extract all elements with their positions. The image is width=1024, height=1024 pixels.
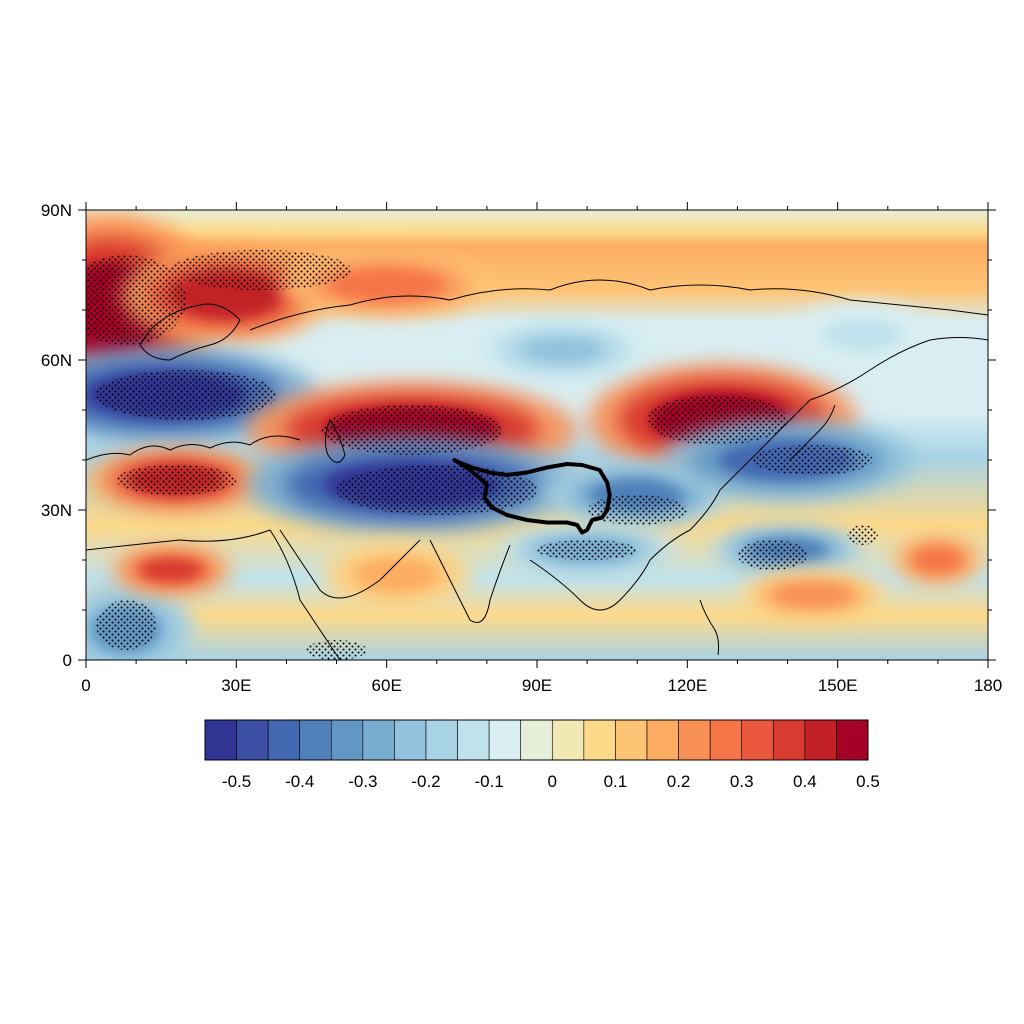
latitude-axis: 0 30N 60N 90N [41, 201, 996, 670]
colorbar-label: 0 [548, 772, 557, 791]
anomaly-blob-15 [111, 546, 232, 594]
colorbar-swatch [836, 719, 869, 761]
anomaly-blob-17 [892, 536, 983, 584]
colorbar-label: 0.1 [604, 772, 628, 791]
anomaly-blob-12 [486, 326, 638, 374]
anomaly-core [521, 338, 603, 362]
colorbar-swatch [236, 719, 269, 761]
anomaly-core [772, 583, 853, 607]
anomaly-core [822, 319, 903, 351]
colorbar-swatch [709, 719, 743, 761]
anomaly-core [913, 548, 962, 572]
significance-stipple-13 [306, 640, 367, 660]
colorbar-swatch [646, 719, 679, 761]
coastline-arabia [279, 529, 421, 599]
significance-stipple-6 [336, 465, 537, 515]
colorbar-swatch [488, 719, 522, 761]
colorbar-swatch [362, 719, 395, 761]
colorbar-label: 0.5 [856, 772, 880, 791]
lon-tick-label: 180 [974, 676, 1002, 695]
colorbar-swatch [267, 719, 301, 761]
coastline-africa [86, 529, 341, 660]
colorbar-label: -0.1 [474, 772, 503, 791]
significance-stipple-9 [537, 540, 638, 560]
anomaly-blob-18 [737, 571, 888, 619]
anomaly-core [139, 558, 204, 582]
significance-stipple-4 [647, 395, 788, 445]
significance-stipple-layer [86, 250, 878, 660]
significance-stipple-11 [847, 525, 878, 545]
colorbar-swatch [457, 719, 490, 761]
anomaly-core [330, 269, 443, 301]
anomaly-blob-13 [787, 303, 938, 367]
coastline-east-asia [809, 337, 988, 401]
tibetan-plateau-outline [452, 458, 612, 535]
lon-tick-label: 60E [372, 676, 402, 695]
significance-stipple-7 [752, 445, 873, 475]
colorbar-label: -0.5 [222, 772, 251, 791]
significance-stipple-2 [96, 370, 277, 420]
colorbar-swatch [741, 719, 774, 761]
significance-stipple-0 [86, 255, 187, 345]
colorbar-swatch [583, 719, 616, 761]
colorbar-label: 0.2 [667, 772, 691, 791]
lat-tick-label: 60N [41, 351, 72, 370]
colorbar-label: -0.2 [411, 772, 440, 791]
coastline-arctic [249, 279, 988, 331]
coastline-europe [86, 435, 301, 461]
colorbar-swatch [425, 719, 458, 761]
colorbar-swatch [678, 719, 711, 761]
significance-stipple-12 [96, 600, 157, 650]
colorbar-swatch [394, 719, 427, 761]
colorbar-label: -0.4 [285, 772, 314, 791]
colorbar-swatch [551, 719, 585, 761]
colorbar-swatch [204, 719, 237, 761]
coastline-scandinavia [139, 303, 241, 361]
colorbar-frame [204, 719, 869, 761]
significance-stipple-1 [171, 250, 352, 290]
plot-area [85, 209, 989, 661]
lon-tick-label: 0 [81, 676, 90, 695]
coastline-philippines [699, 599, 720, 656]
lat-tick-label: 90N [41, 201, 72, 220]
lon-tick-label: 120E [667, 676, 707, 695]
significance-stipple-3 [321, 405, 502, 455]
lat-tick-label: 30N [41, 501, 72, 520]
lon-tick-label: 150E [818, 676, 858, 695]
colorbar-swatch [804, 719, 837, 761]
colorbar-swatch [330, 719, 364, 761]
lat-tick-label: 0 [63, 651, 72, 670]
coastlines [86, 279, 988, 660]
colorbar-label: 0.3 [730, 772, 754, 791]
colorbar: -0.5 -0.4 -0.3 -0.2 -0.1 0 0.1 0.2 0.3 0.4 0.5 [204, 719, 880, 791]
colorbar-label: -0.3 [348, 772, 377, 791]
lon-tick-label: 30E [221, 676, 251, 695]
colorbar-swatch [299, 719, 332, 761]
significance-stipple-5 [116, 465, 237, 495]
significance-stipple-10 [737, 540, 808, 570]
longitude-axis: 0 30E 60E 90E 120E 150E 180 [81, 202, 1002, 695]
colorbar-swatch [772, 719, 806, 761]
colorbar-label: 0.4 [793, 772, 817, 791]
significance-stipple-8 [587, 495, 688, 525]
colorbar-swatch [615, 719, 648, 761]
lon-tick-label: 90E [522, 676, 552, 695]
coastline-southeast-asia [529, 399, 811, 611]
coastline-india [429, 539, 511, 623]
colorbar-swatch [520, 719, 553, 761]
